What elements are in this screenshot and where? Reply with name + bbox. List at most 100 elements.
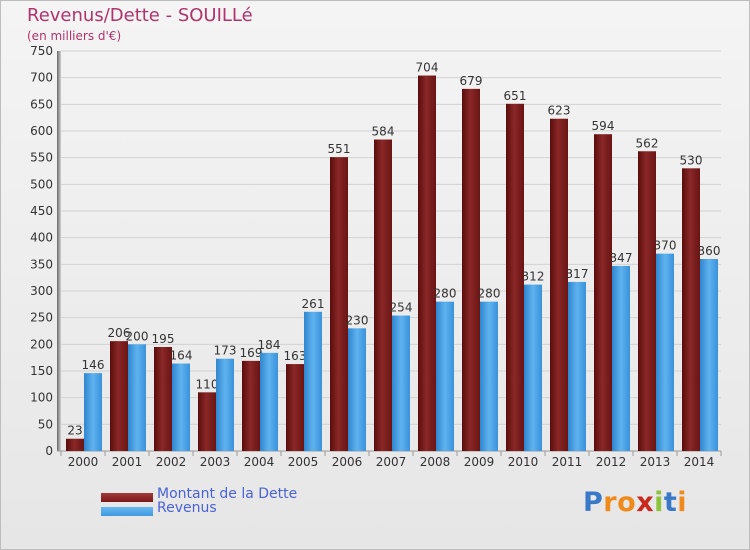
bar-dette	[330, 157, 348, 451]
value-label-dette: 551	[328, 142, 351, 156]
legend-swatch-revenus	[101, 507, 153, 516]
value-label-revenus: 200	[126, 329, 149, 343]
bar-dette	[550, 118, 568, 451]
y-tick-label: 150	[30, 364, 53, 378]
y-tick-label: 300	[30, 284, 53, 298]
value-label-revenus: 254	[390, 301, 413, 315]
logo-letter: t	[663, 487, 678, 518]
y-tick-label: 450	[30, 204, 53, 218]
bar-dette	[110, 341, 128, 451]
legend-swatch-dette	[101, 493, 153, 502]
value-label-dette: 195	[152, 332, 175, 346]
value-label-revenus: 280	[434, 287, 457, 301]
bar-revenus	[612, 265, 630, 451]
value-label-revenus: 370	[654, 239, 677, 253]
value-label-dette: 679	[460, 74, 483, 88]
value-label-dette: 623	[548, 104, 571, 118]
y-tick-label: 50	[38, 417, 53, 431]
x-tick-label: 2001	[112, 455, 143, 469]
y-tick-label: 700	[30, 71, 53, 85]
bar-revenus	[216, 358, 234, 451]
bar-dette	[198, 392, 216, 451]
bar-revenus	[348, 328, 366, 451]
value-label-dette: 704	[416, 61, 439, 75]
y-tick-label: 500	[30, 177, 53, 191]
bar-dette	[154, 347, 172, 451]
logo-letter: i	[654, 487, 664, 518]
bar-dette	[418, 75, 436, 452]
legend-label-dette: Montant de la Dette	[157, 486, 298, 502]
y-tick-label: 750	[30, 44, 53, 58]
proxiti-logo: Proxiti	[583, 487, 687, 518]
logo-letter: i	[677, 487, 688, 518]
x-tick-label: 2011	[552, 455, 583, 469]
value-label-dette: 584	[372, 125, 395, 139]
bar-dette	[242, 360, 260, 451]
logo-letter: o	[617, 487, 637, 518]
bar-revenus	[700, 259, 718, 451]
logo-letter: r	[603, 487, 618, 518]
value-label-revenus: 360	[698, 244, 721, 258]
bar-dette	[66, 438, 84, 451]
x-tick-label: 2002	[156, 455, 187, 469]
bar-dette	[594, 134, 612, 451]
logo-letter: P	[583, 487, 604, 518]
bar-revenus	[480, 301, 498, 451]
y-tick-label: 600	[30, 124, 53, 138]
bar-revenus	[656, 253, 674, 451]
x-tick-label: 2005	[288, 455, 319, 469]
value-label-dette: 23	[67, 424, 82, 438]
bar-dette	[638, 151, 656, 451]
value-label-dette: 530	[680, 153, 703, 167]
value-label-dette: 206	[108, 326, 131, 340]
bar-revenus	[392, 315, 410, 451]
value-label-revenus: 280	[478, 287, 501, 301]
bar-revenus	[84, 373, 102, 451]
bar-revenus	[304, 311, 322, 451]
bar-revenus	[260, 352, 278, 451]
legend-label-revenus: Revenus	[157, 500, 217, 516]
bar-revenus	[436, 301, 454, 451]
value-label-revenus: 230	[346, 313, 369, 327]
value-label-revenus: 146	[82, 358, 105, 372]
value-label-dette: 562	[636, 136, 659, 150]
y-tick-label: 100	[30, 391, 53, 405]
value-label-dette: 594	[592, 119, 615, 133]
logo-letter: x	[636, 487, 655, 518]
bar-dette	[682, 168, 700, 452]
value-label-revenus: 173	[214, 344, 237, 358]
value-label-revenus: 317	[566, 267, 589, 281]
x-tick-label: 2012	[596, 455, 627, 469]
bar-revenus	[128, 344, 146, 451]
x-tick-label: 2004	[244, 455, 275, 469]
bar-dette	[462, 88, 480, 451]
value-label-revenus: 347	[610, 251, 633, 265]
value-label-dette: 163	[284, 349, 307, 363]
value-label-revenus: 312	[522, 270, 545, 284]
y-tick-label: 550	[30, 151, 53, 165]
y-tick-label: 250	[30, 311, 53, 325]
bar-revenus	[172, 363, 190, 451]
value-label-revenus: 164	[170, 349, 193, 363]
value-label-revenus: 184	[258, 338, 281, 352]
x-tick-label: 2000	[68, 455, 99, 469]
y-tick-label: 200	[30, 337, 53, 351]
x-tick-label: 2010	[508, 455, 539, 469]
x-tick-label: 2007	[376, 455, 407, 469]
value-label-revenus: 261	[302, 297, 325, 311]
y-tick-label: 400	[30, 231, 53, 245]
bar-dette	[286, 364, 304, 451]
bar-revenus	[568, 281, 586, 451]
x-tick-label: 2009	[464, 455, 495, 469]
x-tick-label: 2003	[200, 455, 231, 469]
value-label-dette: 169	[240, 346, 263, 360]
y-tick-label: 0	[45, 444, 53, 458]
bar-dette	[374, 139, 392, 452]
bar-dette	[506, 103, 524, 452]
chart-title: Revenus/Dette - SOUILLé	[27, 5, 253, 26]
x-tick-label: 2013	[640, 455, 671, 469]
x-tick-label: 2014	[684, 455, 715, 469]
x-tick-label: 2008	[420, 455, 451, 469]
